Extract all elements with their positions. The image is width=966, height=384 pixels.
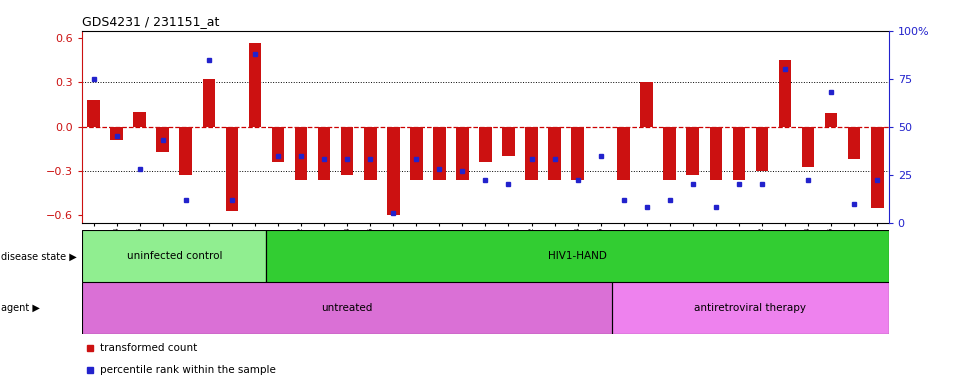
Bar — [617, 127, 630, 180]
Text: agent ▶: agent ▶ — [1, 303, 40, 313]
Bar — [502, 127, 515, 156]
Text: GDS4231 / 231151_at: GDS4231 / 231151_at — [82, 15, 219, 28]
Bar — [248, 43, 261, 127]
Bar — [479, 127, 492, 162]
Bar — [82, 282, 612, 334]
Bar — [549, 127, 561, 180]
Bar — [732, 127, 745, 180]
Bar — [180, 127, 192, 175]
Bar — [410, 127, 422, 180]
Bar — [267, 230, 889, 282]
Bar — [871, 127, 884, 208]
Bar — [571, 127, 583, 180]
Bar — [341, 127, 354, 175]
Bar — [779, 60, 791, 127]
Bar — [110, 127, 123, 140]
Bar — [825, 113, 838, 127]
Bar — [133, 112, 146, 127]
Bar — [612, 282, 889, 334]
Bar — [710, 127, 723, 180]
Bar — [687, 127, 699, 175]
Bar — [82, 282, 612, 334]
Bar — [318, 127, 330, 180]
Bar — [82, 230, 267, 282]
Bar — [755, 127, 768, 171]
Bar — [267, 230, 889, 282]
Text: antiretroviral therapy: antiretroviral therapy — [695, 303, 807, 313]
Bar — [226, 127, 239, 211]
Text: untreated: untreated — [322, 303, 373, 313]
Bar — [433, 127, 445, 180]
Bar — [87, 100, 99, 127]
Bar — [848, 127, 861, 159]
Bar — [664, 127, 676, 180]
Bar — [156, 127, 169, 152]
Bar — [802, 127, 814, 167]
Text: uninfected control: uninfected control — [127, 251, 222, 262]
Bar — [364, 127, 377, 180]
Bar — [612, 282, 889, 334]
Bar — [271, 127, 284, 162]
Bar — [640, 83, 653, 127]
Text: percentile rank within the sample: percentile rank within the sample — [99, 364, 275, 375]
Text: HIV1-HAND: HIV1-HAND — [548, 251, 607, 262]
Bar — [203, 79, 215, 127]
Text: transformed count: transformed count — [99, 343, 197, 354]
Text: disease state ▶: disease state ▶ — [1, 251, 76, 262]
Bar — [456, 127, 469, 180]
Bar — [526, 127, 538, 180]
Bar — [82, 230, 267, 282]
Bar — [387, 127, 400, 215]
Bar — [295, 127, 307, 180]
